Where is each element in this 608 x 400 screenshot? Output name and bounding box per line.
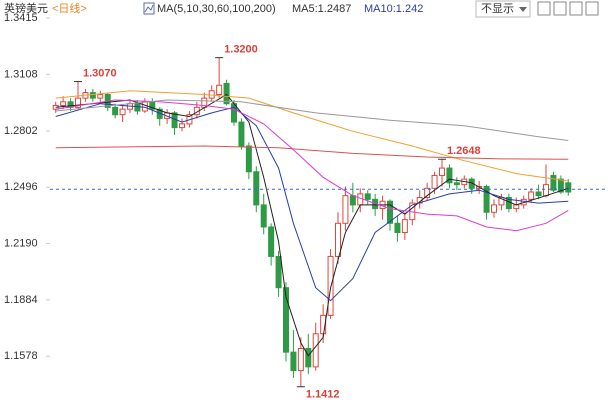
dropdown-box[interactable] (475, 0, 531, 18)
candle-body (268, 226, 275, 257)
candle-body (543, 184, 549, 197)
candle-body (320, 314, 327, 335)
icon-button[interactable] (537, 1, 551, 16)
candle-body (297, 347, 304, 372)
candle-body (387, 200, 393, 224)
candle-body (119, 108, 126, 116)
candle-body (179, 123, 185, 129)
candle-body (565, 182, 572, 193)
candle-body (260, 204, 267, 228)
dropdown-text[interactable]: 不显示 (481, 2, 514, 15)
candle-body (535, 191, 542, 197)
candle-body (394, 222, 401, 234)
candle-body (245, 145, 252, 173)
annotation-label: 1.2648 (447, 145, 481, 157)
ma-line (55, 145, 569, 160)
ma-icon (143, 2, 155, 15)
dropdown[interactable]: 不显示 (475, 0, 531, 18)
candle-body (453, 182, 460, 186)
annotation-label: 1.3200 (224, 44, 258, 56)
y-tick-label: 1.2190 (4, 237, 38, 249)
candle-body (335, 222, 341, 257)
y-tick-label: 1.2496 (4, 181, 38, 193)
candle-body (275, 255, 282, 289)
y-tick-label: 1.2802 (4, 125, 38, 137)
candle-body (305, 347, 312, 368)
ma-line (55, 99, 569, 141)
candle-body (97, 93, 104, 99)
ma-setting: MA(5,10,30,60,100,200) (157, 3, 276, 15)
candle-body (290, 351, 297, 372)
candle-body (283, 287, 289, 353)
candle-body (223, 82, 230, 105)
icon-button[interactable] (569, 1, 583, 16)
candle-body (513, 204, 520, 210)
ma-line (55, 99, 569, 232)
candle-body (238, 121, 245, 147)
ma-line (55, 90, 569, 182)
candle-body (431, 174, 438, 189)
candle-body (112, 106, 119, 116)
ma-icon-line (144, 4, 154, 13)
period: <日线> (52, 1, 87, 15)
symbol: 英镑美元 (4, 1, 48, 15)
y-tick-label: 1.3108 (4, 68, 38, 80)
candle-body (342, 195, 349, 224)
candle-body (312, 333, 319, 368)
candle-body (446, 167, 453, 184)
candle-body (528, 191, 535, 200)
icon-button[interactable] (585, 1, 599, 16)
candle-body (141, 101, 148, 112)
ma-line (55, 103, 569, 302)
candle-body (349, 195, 356, 206)
icon-button[interactable] (553, 1, 567, 16)
candle-body (134, 103, 141, 112)
ma-line (55, 93, 569, 357)
annotation-label: 1.3070 (83, 67, 117, 79)
candle-body (216, 84, 223, 95)
candle-body (253, 171, 260, 206)
candle-body (424, 187, 431, 199)
annotation-label: 1.1412 (306, 389, 340, 400)
candle-body (75, 97, 81, 108)
candle-body (89, 92, 96, 99)
ma5-label: MA5:1.2487 (292, 3, 351, 15)
candle-body (557, 178, 564, 193)
y-tick-label: 1.1884 (4, 294, 38, 306)
candle-body (401, 219, 408, 234)
candle-body (491, 204, 497, 213)
y-tick-label: 1.3415 (4, 12, 38, 24)
candle-body (439, 167, 445, 176)
dropdown-arrow[interactable] (519, 7, 527, 12)
candle-body (60, 101, 67, 107)
candle-body (364, 193, 371, 200)
y-tick-label: 1.1578 (4, 350, 38, 362)
candle-body (483, 185, 490, 213)
ma10-label: MA10:1.242 (364, 3, 423, 15)
candle-body (550, 174, 557, 191)
